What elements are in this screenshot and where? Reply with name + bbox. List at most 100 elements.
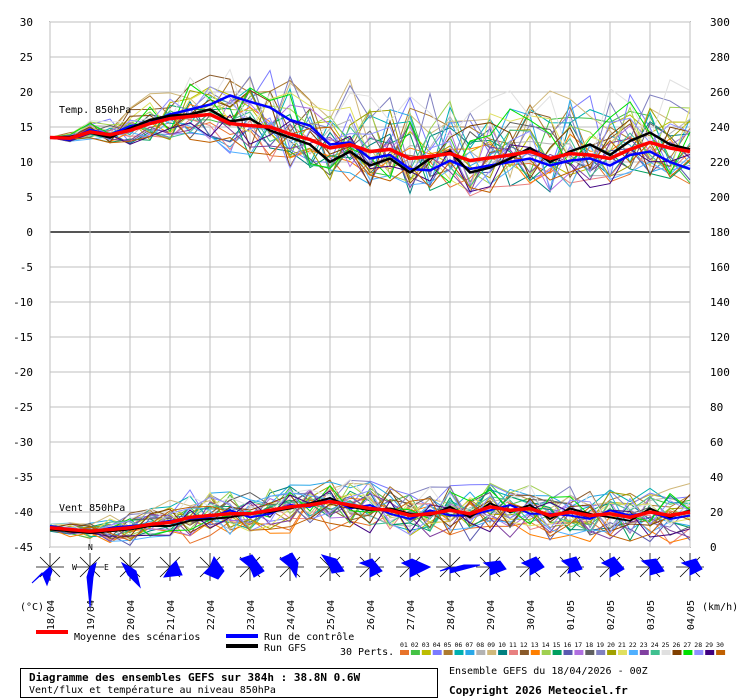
legend-member-number: 23: [640, 641, 648, 649]
legend-member-swatch: [716, 650, 726, 655]
member-temp-line: [49, 118, 691, 197]
wind-rose: [396, 553, 432, 581]
wind-rose: [476, 553, 507, 581]
right-tick-label: 160: [710, 261, 730, 274]
legend-member-number: 10: [498, 641, 506, 649]
member-wind-line: [49, 487, 691, 538]
caption-box: Diagramme des ensembles GEFS sur 384h : …: [20, 668, 438, 698]
wind-rose: [596, 553, 625, 581]
legend-swatch-gfs: [226, 644, 258, 648]
legend-member-number: 19: [596, 641, 604, 649]
right-tick-label: 40: [710, 471, 723, 484]
wind-rose-shape: [238, 554, 265, 578]
x-tick-label: 23/04: [246, 600, 257, 630]
member-temp-line: [49, 86, 691, 176]
left-tick-label: 10: [20, 156, 33, 169]
left-tick-label: 0: [26, 226, 33, 239]
member-wind-line: [49, 489, 691, 539]
wind-rose-shape: [163, 560, 183, 578]
x-tick-label: 26/04: [366, 600, 377, 630]
wind-rose-shape: [320, 554, 345, 574]
left-tick-label: -30: [13, 436, 33, 449]
member-wind-line: [49, 490, 691, 542]
legend-member-number: 02: [411, 641, 419, 649]
legend-swatch-mean: [36, 630, 68, 634]
legend-member-number: 01: [400, 641, 408, 649]
x-tick-label: 19/04: [86, 600, 97, 630]
legend-member-number: 07: [465, 641, 473, 649]
legend-member-swatch: [519, 650, 529, 655]
wind-rose-shape: [120, 561, 141, 589]
right-tick-label: 200: [710, 191, 730, 204]
gfs-temp-line: [49, 108, 691, 175]
legend-member-swatch: [498, 650, 508, 655]
member-temp-line: [49, 76, 691, 180]
legend-swatch-control: [226, 634, 258, 638]
wind-rose: [156, 553, 184, 581]
x-tick-label: 20/04: [126, 600, 137, 630]
legend-member-swatch: [552, 650, 562, 655]
wind-rose: [116, 553, 144, 589]
left-axis-ticks: 30 25 20 15 10 5 0 -5 -10 -15 -20 -25 -30 -35 -40 -45: [13, 16, 33, 554]
legend-member-number: 11: [509, 641, 517, 649]
legend-member-swatch: [574, 650, 584, 655]
right-tick-label: 0: [710, 541, 717, 554]
legend-member-number: 17: [574, 641, 582, 649]
mean-wind-line: [49, 499, 691, 534]
legend-member-number: 30: [716, 641, 724, 649]
wind-rose-shape: [31, 566, 53, 587]
legend-member-swatch: [400, 650, 409, 655]
right-tick-label: 280: [710, 51, 730, 64]
legend-member-swatch: [454, 650, 464, 655]
x-axis-ticks: 18/04 19/04 20/04 21/04 22/04 23/04 24/04 25/04…: [46, 600, 697, 630]
legend-member-swatch: [596, 650, 606, 655]
wind-rose: [76, 553, 104, 608]
wind-rose-shape: [400, 558, 432, 578]
left-axis-unit: (°C): [20, 602, 44, 613]
wind-rose-shape: [439, 564, 481, 574]
left-tick-label: -10: [13, 296, 33, 309]
left-tick-label: -45: [13, 541, 33, 554]
legend-member-number: 20: [607, 641, 615, 649]
compass-e: E: [104, 563, 109, 572]
x-tick-label: 24/04: [286, 600, 297, 630]
legend-member-number: 27: [683, 641, 691, 649]
gfs-wind-line: [49, 496, 691, 535]
member-temp-line: [49, 87, 691, 179]
mean-temp-line: [49, 112, 691, 163]
member-wind-line: [49, 495, 691, 536]
legend-member-number: 13: [531, 641, 539, 649]
legend-member-number: 08: [476, 641, 484, 649]
wind-rose-shape: [358, 558, 383, 578]
x-tick-label: 03/05: [646, 600, 657, 630]
x-tick-label: 30/04: [526, 600, 537, 630]
legend-member-number: 22: [629, 641, 637, 649]
right-tick-label: 100: [710, 366, 730, 379]
member-wind-line: [49, 485, 691, 534]
wind-rose-shape: [520, 556, 545, 576]
temp-panel-label: Temp. 850hPa: [59, 105, 131, 116]
wind-rose-shape: [86, 561, 97, 608]
right-tick-label: 180: [710, 226, 730, 239]
wind-rose: [316, 553, 345, 581]
member-temp-line: [49, 114, 691, 193]
wind-rose-shape: [482, 560, 507, 576]
left-tick-label: 20: [20, 86, 33, 99]
legend-member-number: 06: [455, 641, 463, 649]
right-axis-unit: (km/h): [702, 602, 738, 613]
member-temp-line: [49, 85, 691, 195]
legend-member-number: 29: [705, 641, 713, 649]
wind-rose-shape: [203, 555, 225, 580]
legend-member-number: 25: [662, 641, 670, 649]
control-temp-line: [49, 94, 691, 172]
left-tick-label: -15: [13, 331, 33, 344]
left-tick-label: -35: [13, 471, 33, 484]
wind-rose: [236, 553, 265, 581]
legend-member-swatch: [618, 650, 627, 655]
member-wind-line: [49, 484, 691, 537]
left-tick-label: 30: [20, 16, 33, 29]
compass-w: W: [72, 563, 77, 572]
gefs-ensemble-chart: 30 25 20 15 10 5 0 -5 -10 -15 -20 -25 -30 -35 -40 -45 3…: [13, 16, 738, 658]
right-tick-label: 260: [710, 86, 730, 99]
chart-title: Diagramme des ensembles GEFS sur 384h : …: [29, 671, 361, 684]
